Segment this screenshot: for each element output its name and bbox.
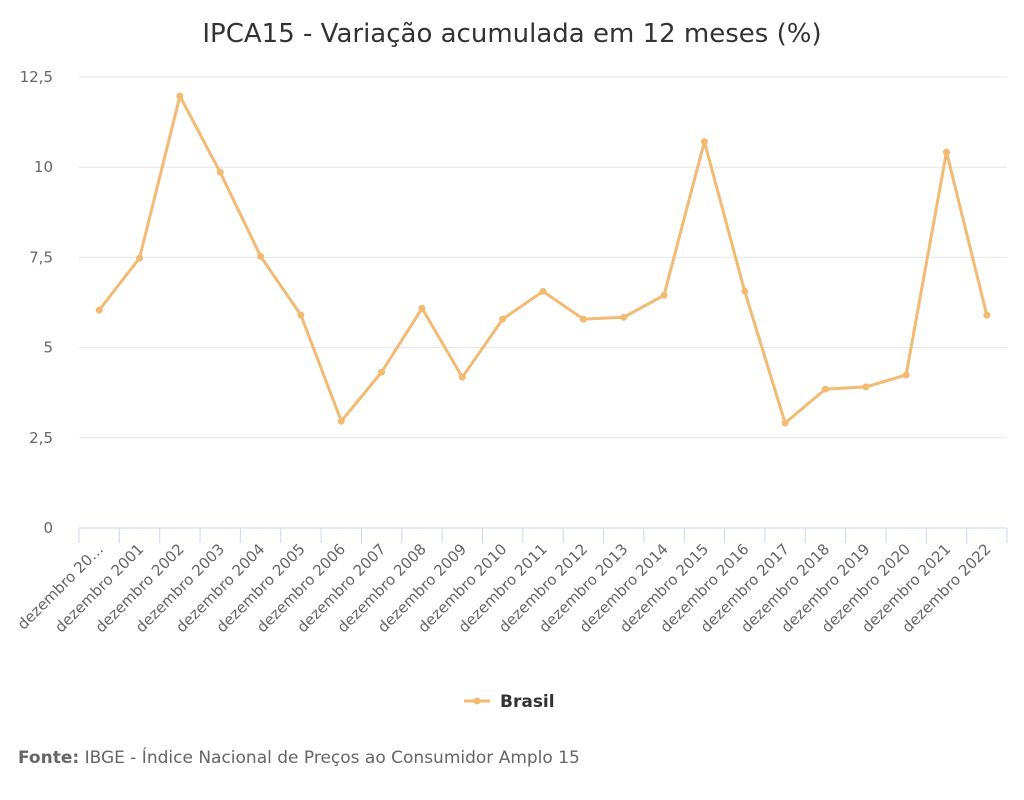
data-point-marker[interactable] — [337, 417, 345, 425]
data-point-marker[interactable] — [176, 92, 184, 100]
data-point-marker[interactable] — [620, 313, 628, 321]
y-tick-label: 0 — [43, 519, 53, 537]
data-point-marker[interactable] — [418, 304, 426, 312]
data-point-marker[interactable] — [136, 254, 144, 262]
y-tick-label: 5 — [43, 339, 53, 357]
data-point-marker[interactable] — [862, 383, 870, 391]
data-point-marker[interactable] — [539, 287, 547, 295]
data-point-marker[interactable] — [216, 168, 224, 176]
y-tick-label: 7,5 — [29, 248, 53, 266]
data-point-marker[interactable] — [821, 385, 829, 393]
series-brasil[interactable] — [95, 92, 991, 427]
data-point-marker[interactable] — [458, 373, 466, 381]
data-point-marker[interactable] — [660, 291, 668, 299]
y-tick-label: 2,5 — [29, 429, 53, 447]
series-line — [97, 94, 989, 425]
data-point-marker[interactable] — [902, 371, 910, 379]
data-point-marker[interactable] — [741, 287, 749, 295]
legend-label: Brasil — [500, 692, 555, 712]
data-point-marker[interactable] — [378, 368, 386, 376]
y-tick-label: 12,5 — [20, 68, 53, 86]
chart-title: IPCA15 - Variação acumulada em 12 meses … — [202, 19, 821, 49]
data-point-marker[interactable] — [297, 311, 305, 319]
data-point-marker[interactable] — [983, 311, 991, 319]
legend-marker-icon — [473, 697, 481, 705]
data-point-marker[interactable] — [499, 315, 507, 323]
source-prefix: Fonte: — [18, 748, 80, 768]
y-tick-label: 10 — [34, 158, 53, 176]
data-point-marker[interactable] — [579, 315, 587, 323]
gridlines — [79, 76, 1007, 439]
legend-item-brasil[interactable]: Brasil — [464, 692, 555, 712]
data-point-marker[interactable] — [781, 419, 789, 427]
y-axis: 0 2,5 5 7,5 10 12,5 — [20, 68, 53, 537]
data-point-marker[interactable] — [257, 252, 265, 260]
source-text: IBGE - Índice Nacional de Preços ao Cons… — [79, 748, 580, 768]
data-point-marker[interactable] — [95, 306, 103, 314]
source-note: Fonte: IBGE - Índice Nacional de Preços … — [18, 748, 580, 768]
data-point-marker[interactable] — [942, 148, 950, 156]
data-point-marker[interactable] — [700, 138, 708, 146]
